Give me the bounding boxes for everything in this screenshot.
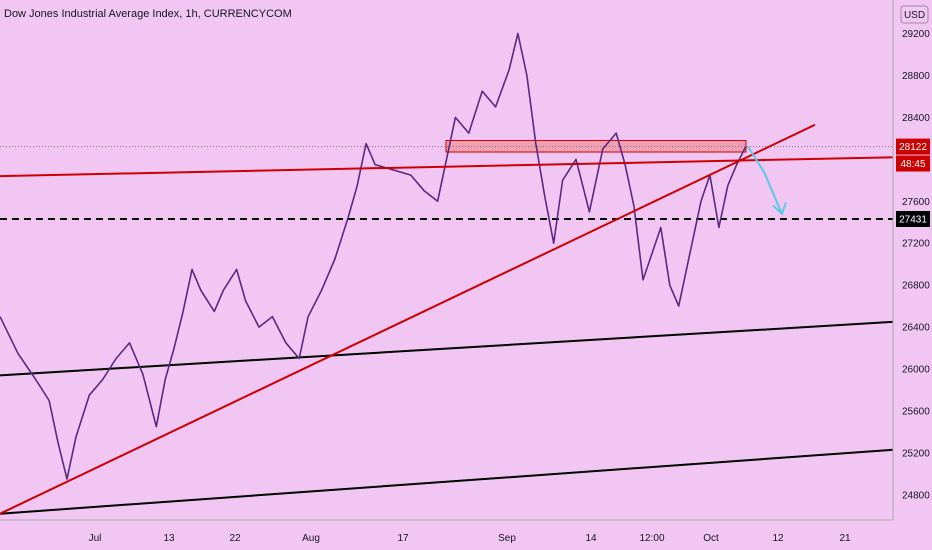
y-tick-label: 25600 [902,407,930,418]
price-label-current: 28122 [899,142,927,153]
price-label-countdown: 48:45 [900,159,925,170]
x-tick-label: 17 [397,533,409,544]
y-tick-label: 24800 [902,490,930,501]
channel-lower-line [0,448,894,515]
y-tick-label: 27600 [902,197,930,208]
x-tick-label: 13 [163,533,175,544]
x-tick-label: 12:00 [639,533,664,544]
price-label-box-countdown [896,155,930,172]
projection-arrow-head [772,201,787,216]
y-tick-label: 26400 [902,323,930,334]
x-tick-label: 22 [229,533,241,544]
rising-trendline [0,123,816,515]
y-tick-label: 25200 [902,448,930,459]
x-tick-label: Sep [498,533,516,544]
currency-badge[interactable]: USD [900,5,929,24]
price-label-box-target [896,211,930,227]
y-tick-label: 29200 [902,29,930,40]
chart-title: Dow Jones Industrial Average Index, 1h, … [4,8,292,20]
y-tick-label: 26800 [902,281,930,292]
y-tick-label: 28400 [902,113,930,124]
x-tick-label: 12 [772,533,784,544]
currency-label: USD [904,10,925,21]
x-tick-label: Oct [703,533,719,544]
projection-arrow [747,146,783,215]
y-tick-label: 28800 [902,71,930,82]
channel-upper-line [0,320,894,377]
y-tick-label: 26000 [902,365,930,376]
y-tick-label: 27200 [902,239,930,250]
horizontal-trendline [0,156,894,178]
x-tick-label: Aug [302,533,320,544]
x-tick-label: 21 [839,533,851,544]
price-label-target: 27431 [899,215,927,226]
x-tick-label: Jul [89,533,102,544]
resistance-zone [445,139,747,153]
price-label-box-current [896,138,930,155]
price-series-line [0,32,747,480]
x-tick-label: 14 [585,533,597,544]
